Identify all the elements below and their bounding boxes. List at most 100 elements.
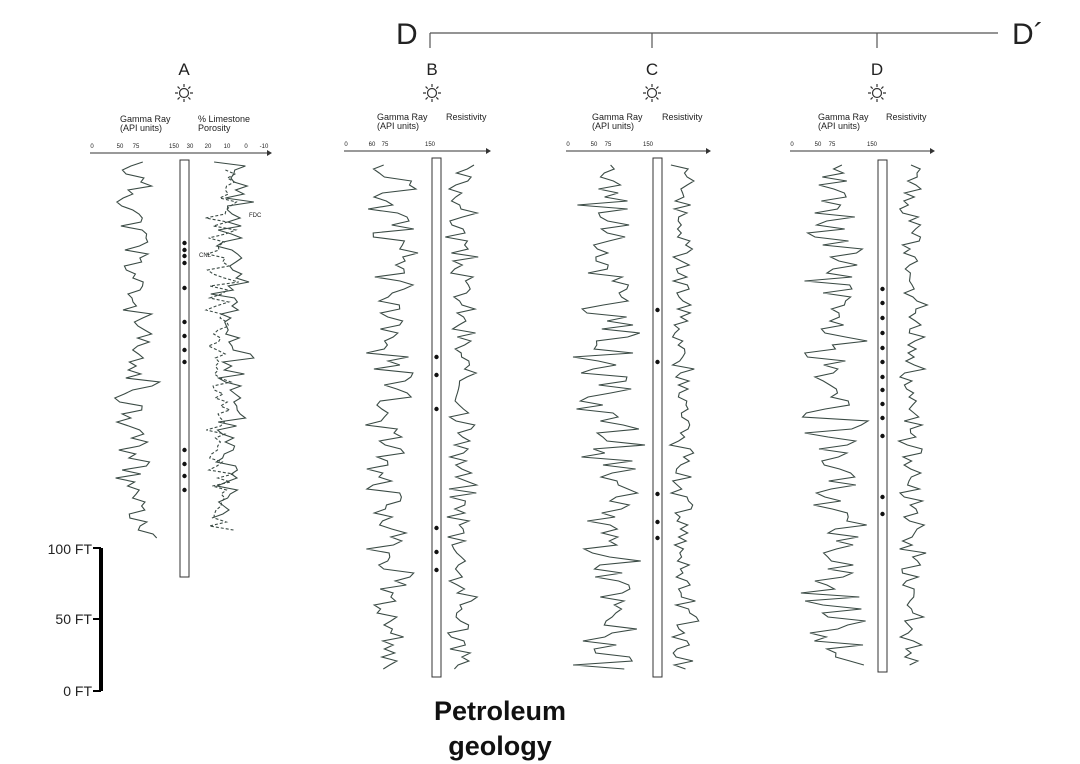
well-a-perforation-dot bbox=[182, 333, 187, 339]
well-a-scale1-1: 50 bbox=[117, 144, 124, 150]
well-a-perforation-dot bbox=[182, 319, 187, 325]
well-a-scale2-1: 20 bbox=[205, 144, 212, 150]
well-d-perforation-dot bbox=[880, 415, 885, 421]
well-b: B Gamma Ray (API units) Resistivity 0 60… bbox=[344, 60, 491, 678]
section-line: D D´ bbox=[396, 18, 1044, 51]
well-d-scale1-3: 150 bbox=[867, 142, 878, 148]
well-b-curve1-unit: (API units) bbox=[377, 121, 419, 131]
well-a-gamma-ray-trace bbox=[113, 161, 162, 539]
well-b-perforation-dot bbox=[434, 567, 439, 573]
well-c-borehole bbox=[652, 157, 663, 678]
well-b-perforation-dot bbox=[434, 549, 439, 555]
well-a-perforation-dot bbox=[182, 240, 187, 246]
well-b-curve1-title: Gamma Ray bbox=[377, 112, 428, 122]
well-a-perforation-dot bbox=[182, 359, 187, 365]
well-a-scale2-4: -10 bbox=[260, 144, 269, 150]
well-c-perforation-dot bbox=[655, 535, 660, 541]
well-d-perforation-dot bbox=[880, 286, 885, 292]
well-a-cnl-trace bbox=[204, 169, 239, 531]
section-start-label: D bbox=[396, 18, 418, 51]
well-b-perforation-dot bbox=[434, 372, 439, 378]
well-d-curve1-unit: (API units) bbox=[818, 121, 860, 131]
well-d-perforation-dot bbox=[880, 401, 885, 407]
depth-scale: 100 FT 50 FT 0 FT bbox=[48, 541, 103, 699]
well-c-label: C bbox=[646, 60, 658, 79]
well-c-perforations bbox=[655, 307, 660, 541]
well-d: D Gamma Ray (API units) Resistivity 0 50… bbox=[790, 60, 935, 673]
well-a-perforation-dot bbox=[182, 253, 187, 259]
well-c-curve1-unit: (API units) bbox=[592, 121, 634, 131]
well-a-perforation-dot bbox=[182, 473, 187, 479]
well-d-gamma-ray-trace bbox=[800, 164, 870, 666]
well-d-scale1-0: 0 bbox=[790, 142, 794, 148]
well-c-scale1-1: 50 bbox=[591, 142, 598, 148]
well-d-resistivity-trace bbox=[897, 164, 929, 666]
well-a-perforation-dot bbox=[182, 247, 187, 253]
well-c-perforation-dot bbox=[655, 491, 660, 497]
caption-line-1: Petroleum bbox=[433, 696, 567, 726]
well-b-perforations bbox=[434, 354, 439, 573]
well-d-scale1-1: 50 bbox=[815, 142, 822, 148]
well-d-curve1-title: Gamma Ray bbox=[818, 112, 869, 122]
caption-line-2: geology bbox=[448, 731, 552, 761]
well-b-scale1-0: 0 bbox=[344, 142, 348, 148]
well-d-perforation-dot bbox=[880, 374, 885, 380]
well-d-curve2-title: Resistivity bbox=[886, 112, 927, 122]
well-a-scale1-3: 150 bbox=[169, 144, 180, 150]
well-c-curve2-title: Resistivity bbox=[662, 112, 703, 122]
well-a-perforation-dot bbox=[182, 260, 187, 266]
well-a-label: A bbox=[178, 60, 190, 79]
well-a-scale2-0: 30 bbox=[187, 144, 194, 150]
section-end-label: D´ bbox=[1012, 18, 1044, 51]
well-b-scale1-3: 150 bbox=[425, 142, 436, 148]
well-c-sun-icon bbox=[643, 84, 661, 102]
well-a-perforation-dot bbox=[182, 461, 187, 467]
well-c-perforation-dot bbox=[655, 519, 660, 525]
well-a-curve2-title: % Limestone bbox=[198, 114, 250, 124]
well-c-gamma-ray-trace bbox=[572, 164, 646, 670]
well-a-perforation-dot bbox=[182, 447, 187, 453]
well-d-perforations bbox=[880, 286, 885, 517]
well-b-perforation-dot bbox=[434, 406, 439, 412]
well-a-cnl-annotation: CNL bbox=[199, 253, 212, 259]
well-d-sun-icon bbox=[868, 84, 886, 102]
well-d-perforation-dot bbox=[880, 345, 885, 351]
well-d-perforation-dot bbox=[880, 387, 885, 393]
well-d-perforation-dot bbox=[880, 300, 885, 306]
well-a-curve1-title: Gamma Ray bbox=[120, 114, 171, 124]
well-c-scale1-0: 0 bbox=[566, 142, 570, 148]
well-d-perforation-dot bbox=[880, 315, 885, 321]
well-b-resistivity-trace bbox=[445, 164, 480, 670]
well-a-fdc-trace bbox=[210, 161, 255, 519]
depth-0ft-label: 0 FT bbox=[63, 683, 92, 699]
well-c-curve1-title: Gamma Ray bbox=[592, 112, 643, 122]
depth-50ft-label: 50 FT bbox=[55, 611, 92, 627]
well-b-scale1-2: 75 bbox=[382, 142, 389, 148]
well-c-scale1-2: 75 bbox=[605, 142, 612, 148]
well-a-scale2-2: 10 bbox=[224, 144, 231, 150]
well-b-label: B bbox=[426, 60, 437, 79]
well-d-perforation-dot bbox=[880, 433, 885, 439]
well-a-curve1-unit: (API units) bbox=[120, 123, 162, 133]
well-b-perforation-dot bbox=[434, 525, 439, 531]
well-a: A Gamma Ray (API units) % Limestone Poro… bbox=[90, 60, 272, 578]
well-c: C Gamma Ray (API units) Resistivity 0 50… bbox=[566, 60, 711, 678]
well-a-scale1-2: 75 bbox=[133, 144, 140, 150]
well-b-borehole bbox=[431, 157, 442, 678]
well-a-perforation-dot bbox=[182, 487, 187, 493]
well-d-label: D bbox=[871, 60, 883, 79]
well-c-perforation-dot bbox=[655, 359, 660, 365]
well-d-perforation-dot bbox=[880, 511, 885, 517]
well-b-scale1-1: 60 bbox=[369, 142, 376, 148]
well-a-perforation-dot bbox=[182, 347, 187, 353]
depth-100ft-label: 100 FT bbox=[48, 541, 93, 557]
well-a-scale2-3: 0 bbox=[244, 144, 248, 150]
well-b-gamma-ray-trace bbox=[365, 164, 419, 670]
well-c-scale1-3: 150 bbox=[643, 142, 654, 148]
caption: Petroleum geology bbox=[380, 694, 620, 764]
well-d-scale1-2: 75 bbox=[829, 142, 836, 148]
well-c-perforation-dot bbox=[655, 307, 660, 313]
well-b-sun-icon bbox=[423, 84, 441, 102]
well-b-curve2-title: Resistivity bbox=[446, 112, 487, 122]
